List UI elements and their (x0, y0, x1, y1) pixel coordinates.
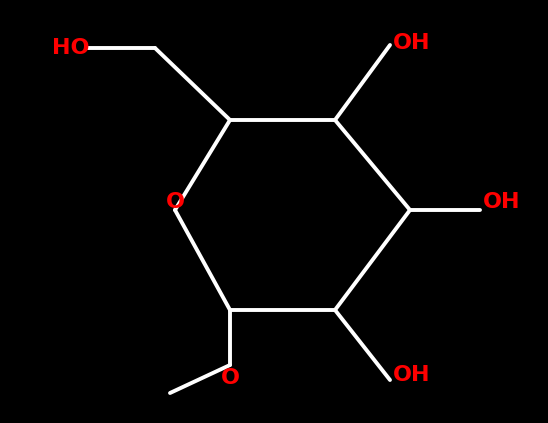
Text: O: O (220, 368, 239, 388)
Text: HO: HO (52, 38, 89, 58)
Text: OH: OH (393, 33, 431, 53)
Text: O: O (165, 192, 185, 212)
Text: OH: OH (393, 365, 431, 385)
Text: OH: OH (483, 192, 521, 212)
